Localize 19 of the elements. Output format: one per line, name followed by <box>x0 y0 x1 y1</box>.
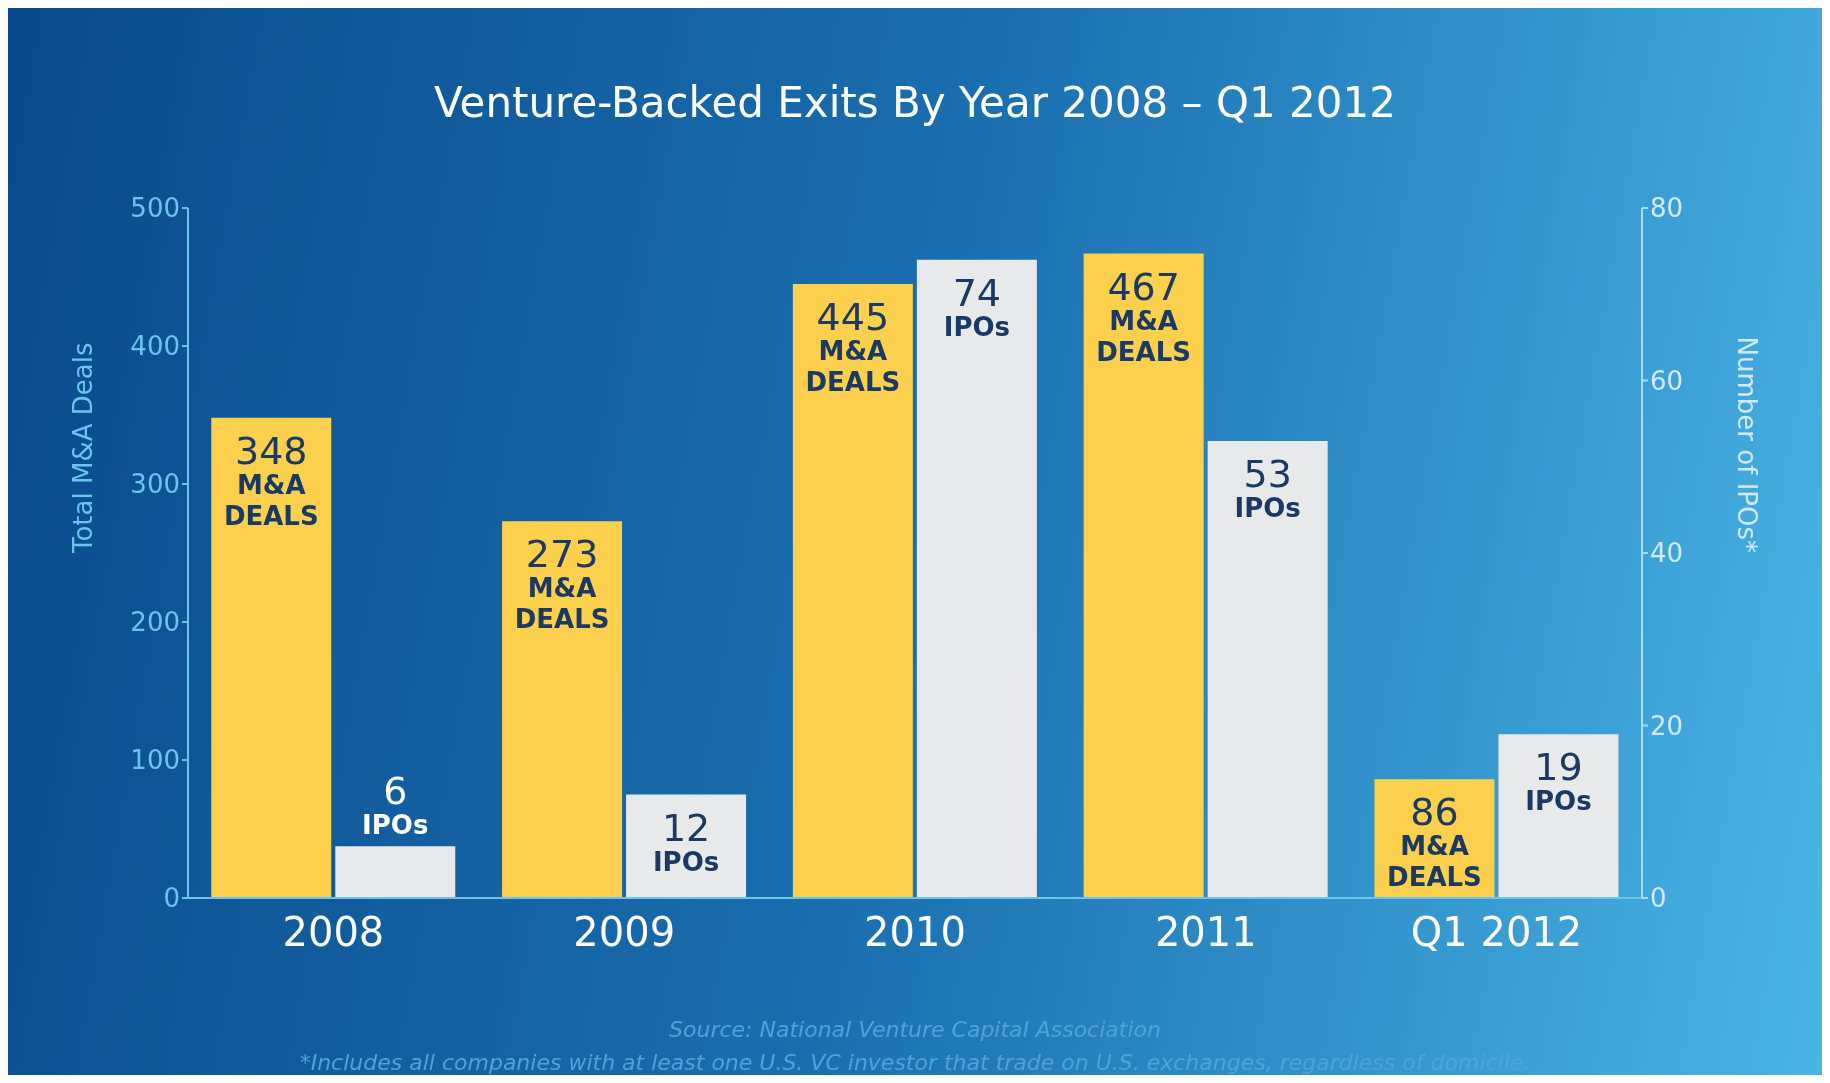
chart-title: Venture-Backed Exits By Year 2008 – Q1 2012 <box>433 78 1397 127</box>
y-tick-label: 300 <box>130 469 180 500</box>
y2-axis-title: Number of IPOs* <box>1731 336 1762 553</box>
y-tick-label: 0 <box>163 883 180 914</box>
y2-tick-label: 40 <box>1650 538 1684 569</box>
x-tick-label: 2008 <box>282 909 385 956</box>
y2-tick-label: 60 <box>1650 365 1684 396</box>
x-tick-label: 2010 <box>864 909 966 956</box>
y2-tick-label: 80 <box>1650 193 1684 224</box>
x-tick-label: Q1 2012 <box>1410 909 1583 956</box>
y2-tick-label: 0 <box>1650 883 1667 914</box>
y2-tick-label: 20 <box>1650 710 1684 741</box>
y-tick-label: 500 <box>130 193 180 224</box>
y-tick-label: 200 <box>130 607 180 638</box>
x-tick-label: 2011 <box>1154 909 1257 956</box>
x-tick-label: 2009 <box>573 909 676 956</box>
y-tick-label: 400 <box>130 331 180 362</box>
y-axis-title: Total M&A Deals <box>68 342 99 554</box>
y-tick-label: 100 <box>130 745 180 776</box>
